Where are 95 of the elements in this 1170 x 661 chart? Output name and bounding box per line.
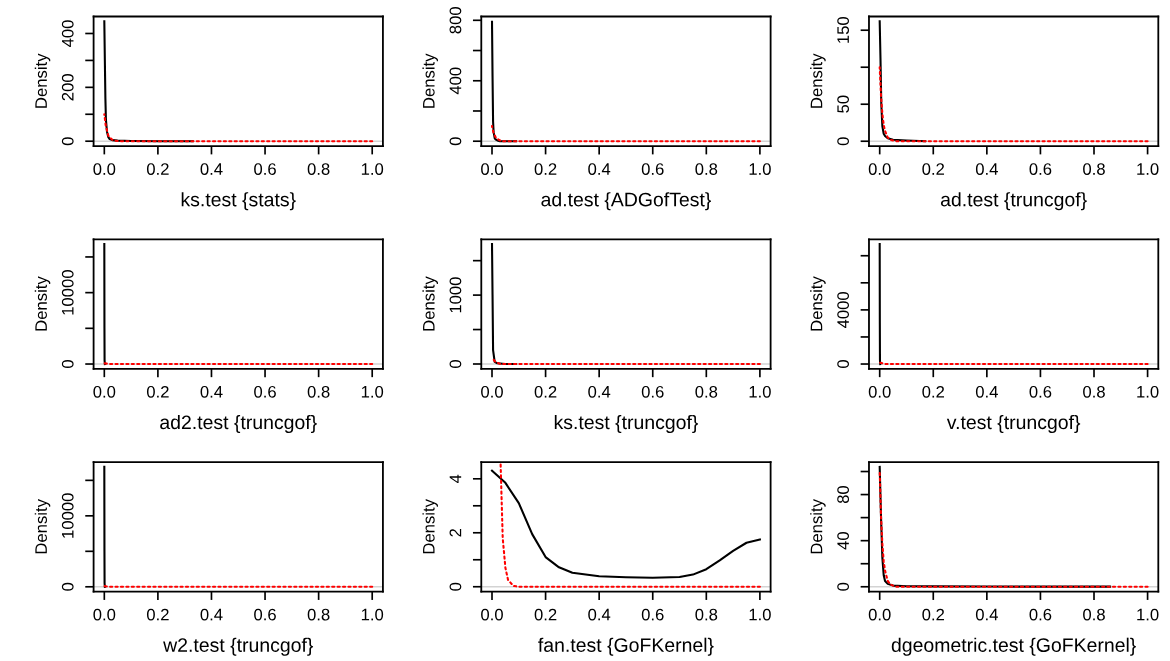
x-tick-label: 0.0 [868, 163, 891, 175]
y-tick-label: 2 [449, 528, 462, 537]
x-tick-label: 1.0 [361, 385, 384, 398]
x-tick-label: 0.0 [481, 385, 503, 398]
y-tick-label: 0 [61, 360, 74, 369]
x-tick-label: 0.8 [695, 608, 718, 621]
y-tick-label: 0 [837, 582, 850, 591]
x-tick-label: 0.4 [975, 163, 998, 175]
y-tick-label: 40 [837, 532, 850, 550]
x-tick-label: 0.0 [93, 163, 116, 175]
x-tick-label: 0.2 [922, 608, 945, 621]
x-tick-label: 0.8 [695, 163, 718, 175]
x-tick-label: 0.2 [922, 385, 945, 398]
x-tick-label: 0.6 [641, 385, 664, 398]
x-tick-label: 0.4 [200, 163, 223, 175]
x-tick-label: 1.0 [1137, 608, 1159, 621]
x-tick-label: 0.6 [254, 163, 276, 175]
y-tick-label: 4 [449, 474, 462, 484]
x-axis-title: ks.test {truncgof} [554, 414, 699, 434]
x-tick-label: 0.0 [481, 163, 503, 175]
x-tick-label: 1.0 [1137, 163, 1159, 175]
x-tick-label: 0.2 [534, 163, 557, 175]
y-tick-label: 0 [449, 582, 462, 591]
x-tick-label: 0.2 [534, 385, 557, 398]
y-axis-title: Density [422, 276, 438, 331]
y-tick-label: 10000 [61, 270, 74, 315]
x-tick-label: 0.8 [1083, 385, 1105, 398]
x-tick-label: 0.6 [254, 385, 276, 398]
y-tick-label: 1000 [449, 277, 462, 313]
x-tick-label: 0.2 [922, 163, 945, 175]
x-tick-label: 0.0 [93, 608, 116, 621]
y-axis-title: Density [810, 53, 826, 108]
x-axis-title: dgeometric.test {GoFKernel} [891, 637, 1136, 656]
x-tick-label: 0.8 [307, 385, 330, 398]
x-tick-label: 0.8 [307, 163, 330, 175]
x-tick-label: 0.6 [1029, 163, 1052, 175]
y-tick-label: 400 [449, 67, 462, 95]
y-axis-title: Density [810, 499, 826, 554]
y-tick-label: 10000 [61, 493, 74, 538]
x-tick-label: 0.6 [254, 608, 276, 621]
x-tick-label: 0.4 [588, 385, 611, 398]
x-tick-label: 0.0 [868, 385, 891, 398]
y-tick-label: 0 [61, 137, 74, 146]
x-tick-label: 0.4 [975, 385, 998, 398]
y-tick-label: 150 [837, 16, 850, 43]
y-axis-title: Density [422, 499, 438, 554]
x-tick-label: 0.2 [146, 385, 169, 398]
x-tick-label: 0.6 [1029, 608, 1052, 621]
y-tick-label: 200 [61, 74, 74, 101]
x-tick-label: 0.0 [868, 608, 891, 621]
y-axis-title: Density [422, 53, 438, 108]
x-tick-label: 0.2 [146, 163, 169, 175]
y-tick-label: 0 [837, 137, 850, 146]
x-axis-title: ad.test {ADGofTest} [541, 192, 711, 211]
x-tick-label: 0.0 [93, 385, 116, 398]
x-tick-label: 0.4 [588, 163, 611, 175]
x-tick-label: 0.4 [588, 608, 611, 621]
x-tick-label: 1.0 [749, 385, 771, 398]
x-axis-title: ks.test {stats} [181, 192, 296, 211]
x-tick-label: 0.8 [1083, 608, 1105, 621]
x-tick-label: 0.0 [481, 608, 503, 621]
x-tick-label: 0.6 [641, 163, 664, 175]
x-tick-label: 0.2 [146, 608, 169, 621]
y-tick-label: 0 [449, 360, 462, 368]
x-tick-label: 0.8 [695, 385, 718, 398]
x-tick-label: 0.4 [975, 608, 998, 621]
x-tick-label: 0.8 [307, 608, 330, 621]
x-tick-label: 1.0 [749, 163, 771, 175]
x-tick-label: 1.0 [1137, 385, 1159, 398]
x-tick-label: 1.0 [361, 163, 384, 175]
x-tick-label: 1.0 [749, 608, 771, 621]
x-tick-label: 0.6 [641, 608, 664, 621]
x-axis-title: ad2.test {truncgof} [160, 414, 317, 434]
y-tick-label: 0 [837, 360, 850, 369]
y-tick-label: 800 [449, 7, 462, 34]
y-axis-title: Density [34, 276, 51, 331]
y-tick-label: 400 [61, 20, 74, 48]
x-tick-label: 0.4 [200, 385, 223, 398]
x-tick-label: 1.0 [361, 608, 384, 621]
x-tick-label: 0.6 [1029, 385, 1052, 398]
y-tick-label: 50 [837, 95, 850, 113]
x-tick-label: 0.2 [534, 608, 557, 621]
x-axis-title: ad.test {truncgof} [940, 192, 1087, 211]
y-tick-label: 0 [61, 582, 74, 591]
x-axis-title: w2.test {truncgof} [163, 637, 314, 656]
y-tick-label: 80 [837, 485, 850, 504]
y-axis-title: Density [810, 276, 826, 331]
y-tick-label: 0 [449, 137, 462, 146]
x-tick-label: 0.8 [1083, 163, 1105, 175]
y-tick-label: 4000 [837, 291, 850, 329]
x-axis-title: v.test {truncgof} [946, 414, 1081, 434]
y-axis-title: Density [34, 53, 51, 108]
x-axis-title: fan.test {GoFKernel} [538, 637, 714, 656]
y-axis-title: Density [34, 499, 51, 554]
x-tick-label: 0.4 [200, 608, 223, 621]
